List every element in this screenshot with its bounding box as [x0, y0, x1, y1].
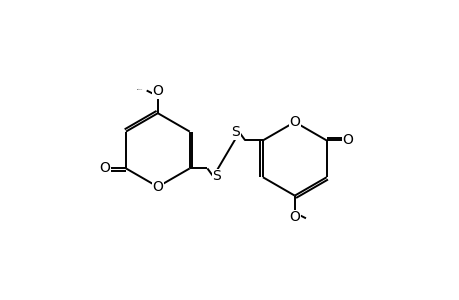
Text: O: O — [152, 84, 163, 98]
Text: O: O — [99, 161, 110, 176]
Text: O: O — [289, 210, 300, 224]
Text: O: O — [342, 134, 353, 147]
Text: O: O — [152, 180, 163, 194]
Text: S: S — [231, 125, 240, 139]
Text: S: S — [212, 169, 221, 184]
Text: O: O — [289, 115, 300, 129]
Text: methoxy: methoxy — [137, 88, 143, 90]
